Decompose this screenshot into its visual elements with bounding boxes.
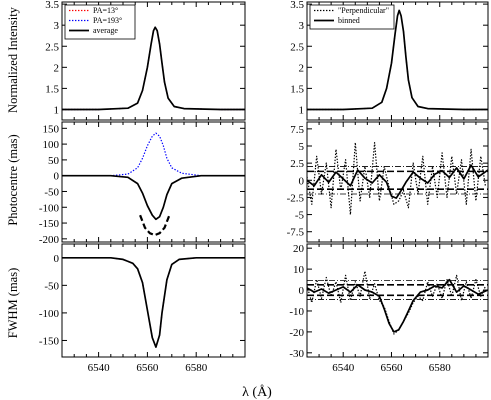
y-tick-label: 1 xyxy=(54,104,60,116)
y-tick-label: 2 xyxy=(54,62,60,74)
y-tick-label: -20 xyxy=(289,327,304,339)
series-line-pa-193 xyxy=(62,257,245,348)
y-tick-label: 3.5 xyxy=(45,0,59,11)
y-tick-label: 20 xyxy=(293,243,305,255)
legend-label-perpendicular: "Perpendicular" xyxy=(338,6,389,15)
panel-right-photocentre: -7.5 -5 -2.5 0 2.5 5 7.5 xyxy=(287,121,489,243)
y-tick-label: 5 xyxy=(299,141,305,153)
series-line-binned xyxy=(307,9,488,111)
y-tick-label: 1.5 xyxy=(290,83,304,95)
legend-label-binned: binned xyxy=(338,16,360,25)
ylabel-photocentre: Photocentre (mas) xyxy=(6,134,20,225)
y-tick-label: 10 xyxy=(293,264,305,276)
plot-area xyxy=(62,26,245,111)
y-tick-label: -100 xyxy=(39,308,60,320)
y-tick-label: -50 xyxy=(44,280,59,292)
y-tick-label: 3 xyxy=(299,20,305,32)
y-tick-label: -10 xyxy=(289,306,304,318)
y-tick-label: 0 xyxy=(299,285,305,297)
series-line-binned xyxy=(307,278,488,333)
legend-label-pa-193: PA=193° xyxy=(93,16,122,25)
ylabel-fwhm: FWHM (mas) xyxy=(6,268,20,338)
series-line-pa-193 xyxy=(62,132,245,177)
plot-frame xyxy=(61,1,246,121)
x-tick-label: 6560 xyxy=(380,362,403,374)
y-tick-label: -50 xyxy=(44,186,59,198)
y-tick-label: 2.5 xyxy=(45,41,59,53)
legend-label-pa-13: PA=13° xyxy=(93,6,118,15)
series-line-average xyxy=(62,26,245,111)
x-tick-label: 6580 xyxy=(429,362,452,374)
y-tick-label: 3.5 xyxy=(290,0,304,11)
y-tick-label: 50 xyxy=(48,155,60,167)
y-tick-label: -150 xyxy=(39,335,60,347)
y-tick-label: 1.5 xyxy=(45,83,59,95)
x-tick-label: 6580 xyxy=(185,362,208,374)
y-tick-label: 7.5 xyxy=(290,124,304,136)
y-tick-label: 100 xyxy=(43,139,60,151)
y-tick-label: 150 xyxy=(43,123,60,135)
y-tick-label: 2.5 xyxy=(290,158,304,170)
y-tick-label: -200 xyxy=(39,234,60,246)
y-tick-label: -100 xyxy=(39,202,60,214)
y-tick-label: -150 xyxy=(39,218,60,230)
plot-frame xyxy=(61,121,246,243)
legend: PA=13°PA=193°average xyxy=(64,4,136,40)
y-tick-label: -7.5 xyxy=(287,227,305,239)
legend-box xyxy=(309,4,395,30)
panel-right-intensity: 1 1.5 2 2.5 3 3.5 "Perpendicular"binned xyxy=(290,0,489,121)
plot-frame xyxy=(306,121,489,243)
series-line-binned xyxy=(307,164,488,199)
legend-label-average: average xyxy=(93,26,118,35)
series-line-average xyxy=(62,174,245,221)
y-tick-label: 0 xyxy=(54,253,60,265)
plot-frame xyxy=(61,243,246,358)
panel-left-fwhm: -150 -100 -50 0 6540 6560 6580 xyxy=(39,243,246,374)
y-tick-label: 2 xyxy=(299,62,305,74)
y-tick-label: -2.5 xyxy=(287,192,305,204)
y-tick-label: 0 xyxy=(54,171,60,183)
y-tick-label: 0 xyxy=(299,175,305,187)
x-tick-label: 6540 xyxy=(332,362,355,374)
plot-frame xyxy=(306,1,489,121)
series-line-pa-13 xyxy=(62,175,245,220)
plot-area xyxy=(62,132,245,237)
series-line-perpendicular xyxy=(307,270,487,335)
panel-left-intensity: 1 1.5 2 2.5 3 3.5 PA=13°PA=193°average xyxy=(45,0,246,121)
plot-area xyxy=(307,9,488,111)
x-tick-label: 6540 xyxy=(88,362,111,374)
plot-area xyxy=(307,142,488,216)
y-tick-label: -30 xyxy=(289,348,304,360)
plot-area xyxy=(62,256,245,348)
legend-box xyxy=(64,4,136,40)
y-tick-label: 1 xyxy=(299,104,305,116)
series-line-average xyxy=(62,256,245,348)
axes-layer: 1 1.5 2 2.5 3 3.5 PA=13°PA=193°average 1 1.5 2 2.5… xyxy=(39,0,489,374)
series-line-pa-13 xyxy=(62,26,245,111)
y-tick-label: -5 xyxy=(295,210,305,222)
plot-area xyxy=(307,270,488,335)
panel-right-fwhm: -30 -20 -10 0 10 20 6540 6560 6580 xyxy=(289,243,489,374)
ylabel-intensity: Normalized Intensity xyxy=(6,6,20,113)
xlabel: λ (Å) xyxy=(242,384,272,400)
x-tick-label: 6560 xyxy=(136,362,159,374)
series-line-pa-13 xyxy=(62,257,245,348)
series-line-perpendicular xyxy=(307,142,487,216)
plot-frame xyxy=(306,243,489,358)
series-line-pa-193 xyxy=(62,26,245,111)
legend: "Perpendicular"binned xyxy=(309,4,395,30)
y-tick-label: 3 xyxy=(54,20,60,32)
y-tick-label: 2.5 xyxy=(290,41,304,53)
panel-left-photocentre: -200 -150 -100 -50 0 50 100 150 xyxy=(39,121,246,246)
series-line-long-dash xyxy=(139,214,171,237)
